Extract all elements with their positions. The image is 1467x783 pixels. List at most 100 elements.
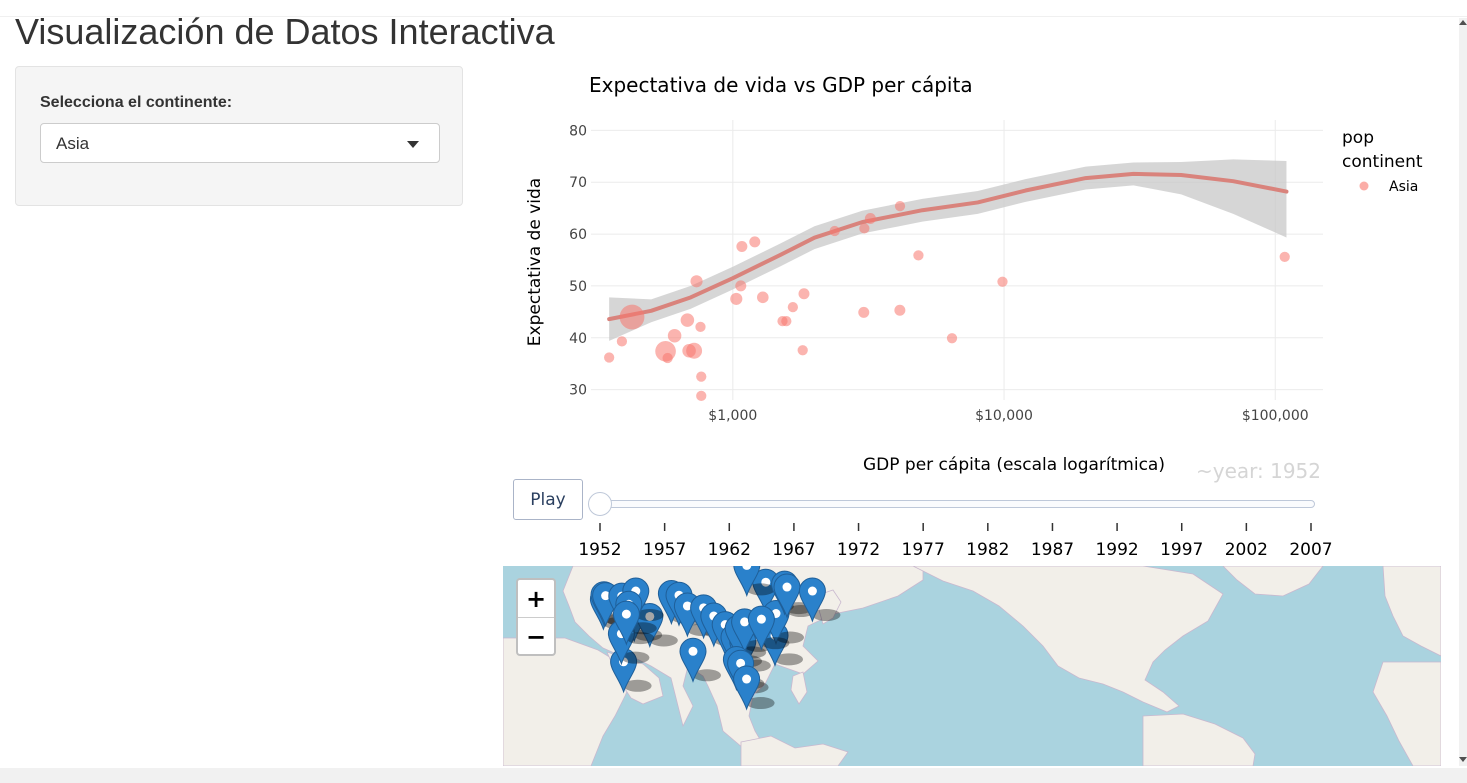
data-point — [859, 223, 870, 234]
browser-top-edge — [0, 0, 1467, 17]
land-greenland — [1222, 566, 1324, 597]
current-year-label: ~year: 1952 — [1196, 459, 1321, 483]
map-marker-icon[interactable] — [612, 600, 655, 646]
map[interactable]: + − — [503, 566, 1441, 766]
scatter-plot-svg: Expectativa de vida vs GDP per cápita GD… — [525, 73, 1423, 483]
scatter-plot[interactable]: Expectativa de vida vs GDP per cápita GD… — [503, 60, 1443, 560]
zoom-out-button[interactable]: − — [525, 622, 547, 651]
land-north-america — [912, 566, 1224, 713]
data-point — [696, 371, 707, 382]
data-point — [619, 304, 645, 330]
data-point — [736, 241, 748, 253]
y-tick-label: 60 — [569, 227, 587, 243]
zoom-control: + − — [516, 578, 556, 656]
data-point — [997, 276, 1008, 287]
land-philippines — [790, 671, 808, 705]
year-slider-ticks: 1952 1957 1962 1967 1972 1977 1982 1987 1992 1997… — [578, 523, 1333, 560]
data-points — [604, 200, 1290, 401]
data-point — [757, 291, 769, 304]
data-point — [690, 275, 703, 288]
data-point — [730, 292, 743, 305]
data-point — [894, 200, 906, 212]
data-point — [616, 336, 628, 347]
year-tick-label[interactable]: 1987 — [1031, 540, 1074, 560]
map-marker-icon[interactable] — [733, 665, 775, 711]
year-tick-label[interactable]: 1992 — [1095, 540, 1138, 560]
map-marker-icon[interactable] — [636, 602, 678, 649]
map-marker-icon[interactable] — [679, 637, 721, 683]
land-europe-west — [1382, 566, 1441, 657]
confidence-band-area — [609, 159, 1287, 341]
data-point — [667, 328, 682, 343]
year-tick-label[interactable]: 1957 — [643, 540, 686, 560]
year-tick-label[interactable]: 1967 — [772, 540, 815, 560]
continent-select[interactable]: Asia — [40, 123, 440, 163]
world-map[interactable] — [503, 566, 1441, 766]
data-point — [797, 345, 808, 356]
land-japan — [818, 589, 842, 625]
y-tick-label: 30 — [569, 383, 587, 399]
legend-title-pop: pop — [1342, 128, 1374, 148]
page-title: Visualización de Datos Interactiva — [15, 11, 555, 52]
y-tick-label: 50 — [569, 279, 587, 295]
x-tick-labels: $1,000 $10,000 $100,000 — [708, 408, 1308, 424]
data-point — [749, 236, 761, 248]
data-point — [829, 225, 840, 237]
year-slider-handle[interactable] — [588, 492, 612, 516]
year-tick-label[interactable]: 1952 — [578, 540, 621, 560]
data-point — [1279, 251, 1290, 263]
scroll-up-icon[interactable] — [1459, 20, 1467, 25]
year-tick-label[interactable]: 2007 — [1289, 540, 1332, 560]
year-tick-label[interactable]: 2002 — [1225, 540, 1268, 560]
y-tick-label: 80 — [569, 123, 587, 139]
x-tick-label: $100,000 — [1242, 408, 1309, 424]
map-markers[interactable] — [589, 566, 841, 711]
horizontal-scrollbar[interactable] — [0, 768, 1467, 783]
data-point — [781, 316, 792, 327]
confidence-band — [609, 159, 1287, 341]
year-tick-label[interactable]: 1962 — [708, 540, 751, 560]
land-africa — [503, 637, 634, 766]
year-tick-label[interactable]: 1997 — [1160, 540, 1203, 560]
year-tick-label[interactable]: 1977 — [902, 540, 945, 560]
play-button[interactable]: Play — [513, 479, 583, 520]
map-marker-icon[interactable] — [733, 566, 775, 597]
scroll-down-icon[interactable] — [1459, 757, 1467, 762]
legend-title-continent: continent — [1342, 152, 1423, 172]
map-marker-icon[interactable] — [610, 648, 652, 694]
data-point — [946, 333, 958, 344]
land-indonesia — [740, 735, 849, 766]
y-axis-title: Expectativa de vida — [525, 178, 545, 346]
y-tick-label: 70 — [569, 175, 587, 191]
data-point — [894, 304, 906, 316]
y-tick-label: 40 — [569, 331, 587, 347]
data-point — [913, 250, 924, 261]
year-tick-label[interactable]: 1972 — [837, 540, 880, 560]
page-scrollbar[interactable] — [1459, 18, 1467, 766]
year-tick-label[interactable]: 1982 — [966, 540, 1009, 560]
trend-line-path — [607, 171, 1289, 322]
continent-select-label: Selecciona el continente: — [40, 94, 233, 111]
zoom-in-button[interactable]: + — [518, 580, 554, 618]
land-africa-east — [1372, 661, 1441, 766]
legend-entry-asia[interactable]: Asia — [1389, 179, 1418, 195]
data-point — [787, 302, 798, 313]
map-marker-icon[interactable] — [798, 577, 841, 623]
legend-marker-asia — [1359, 181, 1369, 191]
data-point — [604, 352, 615, 363]
data-point — [858, 306, 870, 318]
x-tick-label: $10,000 — [975, 408, 1033, 424]
data-point — [686, 342, 703, 359]
chevron-down-icon — [407, 141, 419, 148]
continent-select-value: Asia — [56, 134, 90, 153]
chart-title: Expectativa de vida vs GDP per cápita — [589, 73, 973, 97]
data-point — [662, 352, 673, 364]
data-point — [864, 213, 876, 225]
data-point — [680, 313, 695, 327]
map-marker-icon[interactable] — [747, 605, 790, 651]
data-point — [695, 321, 706, 333]
year-slider-track[interactable] — [590, 500, 1315, 508]
data-point — [696, 390, 707, 401]
data-point — [798, 288, 810, 300]
land-south-america — [1142, 713, 1256, 766]
